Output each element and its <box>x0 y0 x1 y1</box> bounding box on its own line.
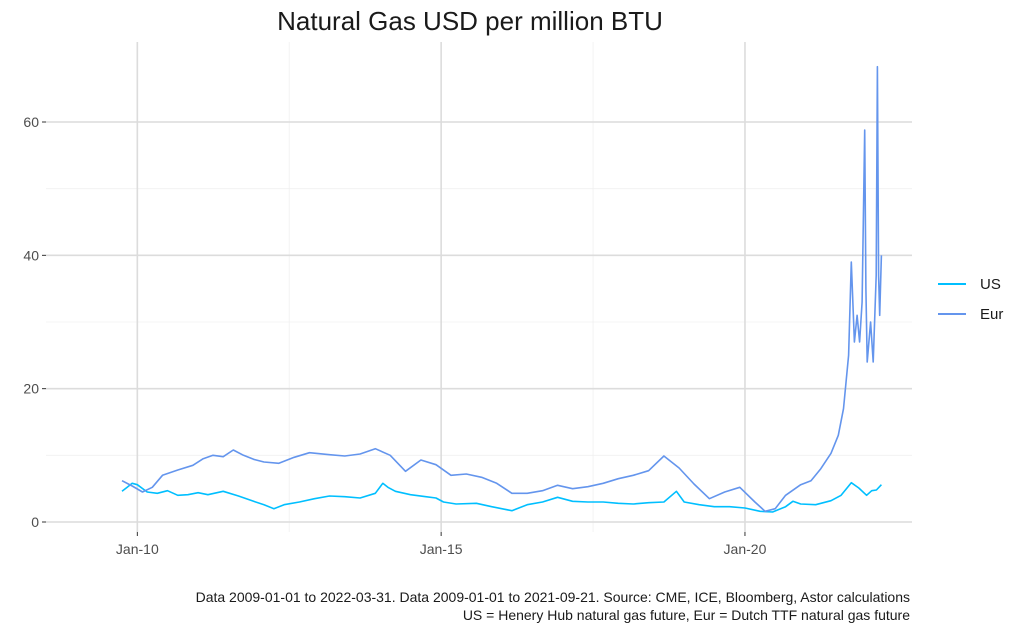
caption: Data 2009-01-01 to 2022-03-31. Data 2009… <box>196 589 911 623</box>
x-tick-label: Jan-20 <box>724 541 767 557</box>
y-tick-label: 60 <box>23 114 39 130</box>
legend-label-us: US <box>980 276 1001 293</box>
x-tick-label: Jan-15 <box>420 541 463 557</box>
grid <box>46 42 912 532</box>
series-layer <box>121 65 883 513</box>
series-line-eur <box>121 65 883 513</box>
legend-label-eur: Eur <box>980 306 1003 323</box>
x-tick-label: Jan-10 <box>116 541 159 557</box>
y-tick-label: 0 <box>31 514 39 530</box>
axes: 0 20 40 60 Jan-10 Jan-15 Jan-20 <box>23 114 766 557</box>
caption-line-2: US = Henery Hub natural gas future, Eur … <box>463 607 910 623</box>
legend: US Eur <box>938 276 1003 323</box>
caption-line-1: Data 2009-01-01 to 2022-03-31. Data 2009… <box>196 589 910 605</box>
chart-title: Natural Gas USD per million BTU <box>277 6 663 36</box>
y-tick-label: 20 <box>23 381 39 397</box>
series-line-us <box>121 481 882 513</box>
y-tick-label: 40 <box>23 247 39 263</box>
